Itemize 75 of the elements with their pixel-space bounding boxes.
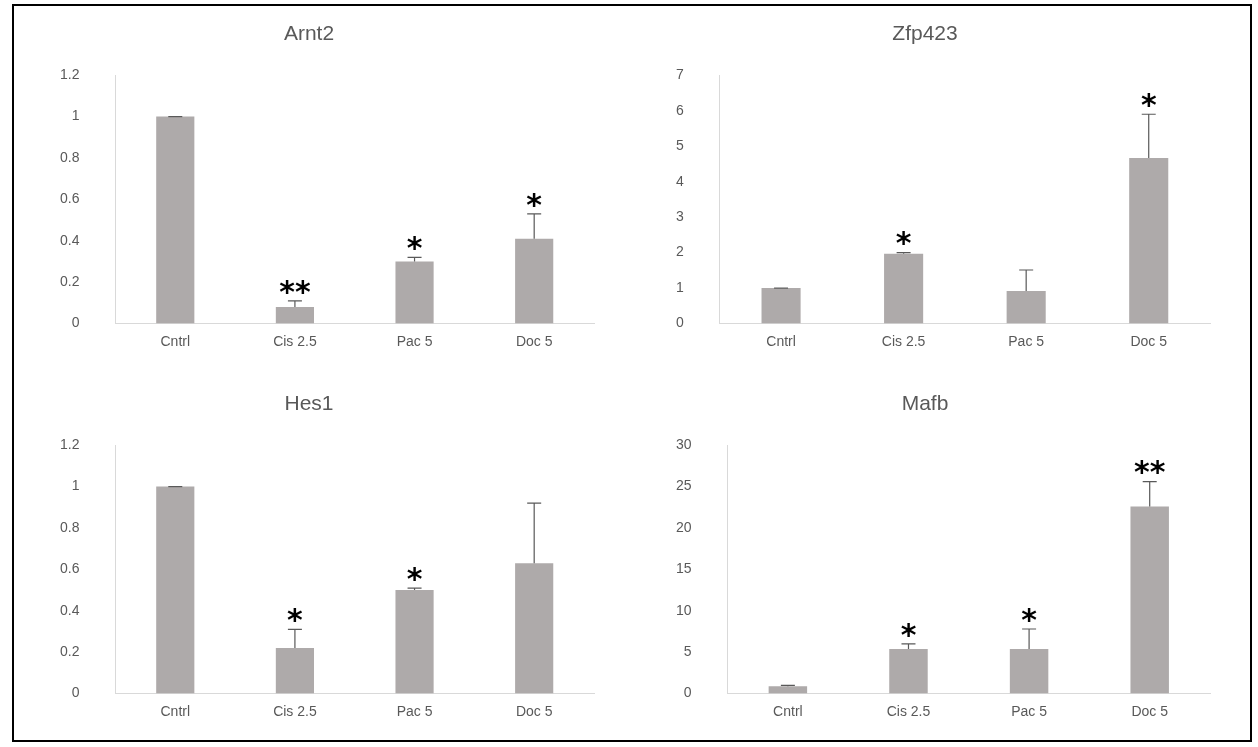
x-tick-label: Cis 2.5: [886, 702, 931, 719]
y-tick-label: 1.2: [59, 436, 80, 453]
x-tick-label: Pac 5: [396, 702, 433, 719]
bar: [761, 288, 801, 324]
y-tick-label: 20: [675, 518, 692, 535]
x-tick-label: Doc 5: [1130, 332, 1168, 349]
data-label: *: [1021, 601, 1038, 637]
bar: [395, 590, 434, 694]
y-tick-label: 0.2: [59, 643, 80, 660]
chart-title: Zfp423: [892, 21, 958, 45]
y-tick-label: 6: [675, 101, 684, 118]
y-tick-label: 30: [675, 436, 692, 453]
x-tick-label: Cntrl: [160, 702, 191, 719]
y-tick-label: 3: [675, 208, 684, 224]
y-tick-label: 0: [683, 684, 692, 701]
x-tick-label: Cntrl: [773, 702, 803, 719]
x-tick-label: Doc 5: [515, 332, 553, 349]
x-tick-label: Cntrl: [766, 332, 796, 349]
data-label: *: [526, 186, 543, 222]
y-tick-label: 2: [675, 243, 684, 260]
y-tick-label: 1.2: [59, 66, 80, 83]
y-tick-label: 1: [675, 278, 684, 295]
x-tick-label: Pac 5: [396, 332, 433, 349]
data-label: *: [900, 616, 917, 652]
bar: [884, 253, 924, 324]
y-tick-label: 15: [675, 560, 692, 577]
bar: [1006, 290, 1046, 324]
y-tick-label: 1: [71, 107, 80, 124]
x-tick-label: Pac 5: [1008, 332, 1045, 349]
bar: [515, 563, 554, 694]
y-tick-label: 4: [675, 172, 684, 189]
data-label: **: [279, 273, 311, 309]
x-tick-label: Cis 2.5: [273, 702, 317, 719]
y-tick-label: 0: [71, 684, 80, 701]
data-label: *: [406, 230, 423, 266]
bar: [275, 307, 314, 324]
y-tick-label: 0: [675, 314, 684, 331]
bar: [156, 486, 195, 694]
x-tick-label: Cntrl: [160, 332, 191, 349]
y-tick-label: 25: [675, 477, 692, 494]
x-tick-label: Cis 2.5: [881, 332, 926, 349]
data-label: *: [1140, 87, 1157, 123]
y-tick-label: 5: [683, 643, 692, 660]
y-tick-label: 0.2: [59, 273, 80, 290]
bar: [889, 648, 928, 694]
bar: [275, 648, 314, 694]
x-tick-label: Doc 5: [515, 702, 553, 719]
bar: [1009, 648, 1049, 694]
bar: [768, 686, 808, 694]
bar: [1130, 506, 1169, 694]
y-tick-label: 0.6: [59, 560, 80, 577]
x-tick-label: Doc 5: [1131, 702, 1169, 719]
y-tick-label: 0.8: [59, 518, 80, 535]
y-tick-label: 5: [675, 137, 684, 154]
data-label: **: [1134, 454, 1166, 490]
y-tick-label: 0: [71, 314, 80, 331]
y-tick-label: 7: [675, 66, 684, 83]
chart-title: Arnt2: [283, 21, 335, 45]
y-tick-label: 0.6: [59, 190, 80, 207]
data-label: *: [287, 602, 304, 638]
bar: [395, 261, 434, 324]
bar: [156, 116, 195, 324]
data-label: *: [895, 225, 912, 261]
data-label: *: [406, 560, 423, 596]
y-tick-label: 10: [675, 601, 692, 618]
x-tick-label: Cis 2.5: [273, 332, 317, 349]
y-tick-label: 0.8: [59, 148, 80, 165]
x-tick-label: Pac 5: [1011, 702, 1048, 719]
chart-title: Mafb: [901, 391, 949, 415]
bar: [515, 238, 554, 324]
y-tick-label: 0.4: [59, 231, 80, 248]
y-tick-label: 0.4: [59, 601, 80, 618]
bar: [1129, 157, 1169, 324]
chart-title: Hes1: [284, 391, 334, 415]
y-tick-label: 1: [71, 477, 80, 494]
